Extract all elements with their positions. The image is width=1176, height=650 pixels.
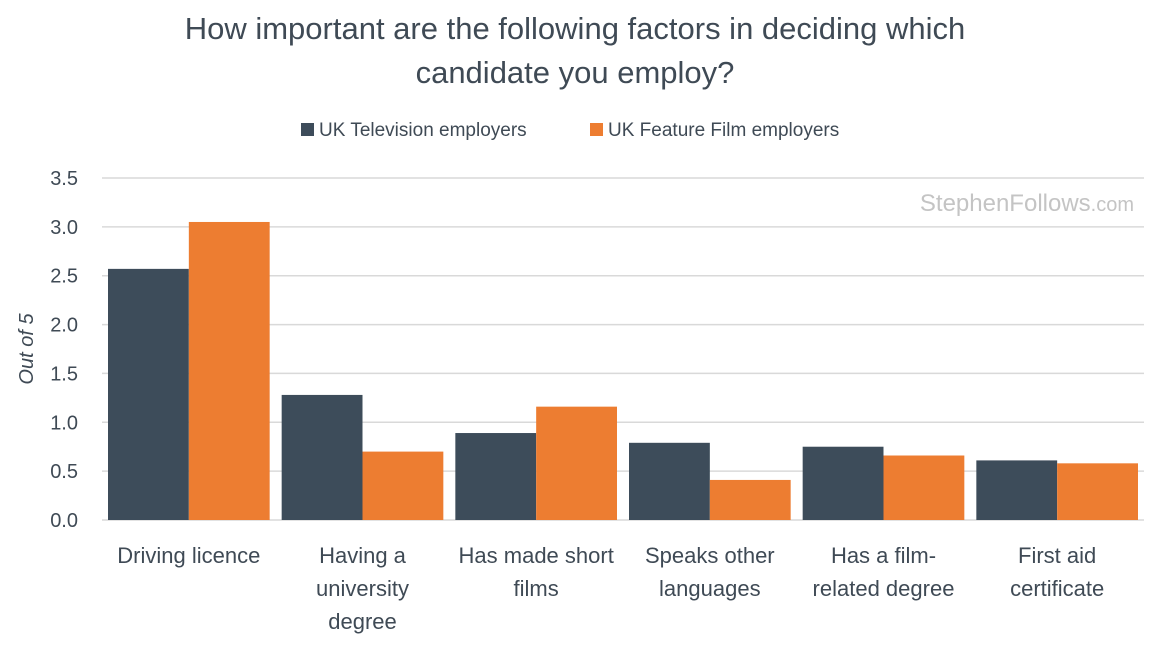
x-category-label-1-line-1: university <box>316 576 409 601</box>
bar-tv-5 <box>976 460 1058 520</box>
x-category-label-0-line-0: Driving licence <box>117 543 260 568</box>
y-tick-label-1: 0.5 <box>50 461 78 483</box>
y-tick-label-3: 1.5 <box>50 363 78 385</box>
x-category-label-1-line-0: Having a <box>319 543 407 568</box>
legend-swatch-tv <box>301 123 314 136</box>
x-category-label-5-line-0: First aid <box>1018 543 1096 568</box>
legend-label-film: UK Feature Film employers <box>608 120 839 141</box>
legend: UK Television employers UK Feature Film … <box>301 120 839 141</box>
chart-title: How important are the following factors … <box>185 11 966 90</box>
bar-tv-0 <box>108 268 189 520</box>
x-category-label-3: Speaks other languages <box>645 543 775 601</box>
bar-tv-3 <box>629 442 710 520</box>
y-axis-label: Out of 5 <box>16 313 38 385</box>
x-category-label-5-line-1: certificate <box>1010 576 1104 601</box>
y-tick-label-7: 3.5 <box>50 168 78 190</box>
x-category-label-2-line-1: films <box>514 576 559 601</box>
legend-swatch-film <box>590 123 603 136</box>
x-category-label-0: Driving licence <box>117 543 260 568</box>
chart-title-line-2: candidate you employ? <box>416 55 735 90</box>
y-axis-ticks: 0.0 0.5 1.0 1.5 2.0 2.5 3.0 3.5 <box>50 168 78 532</box>
svg-text:StephenFollows.com: StephenFollows.com <box>920 190 1134 217</box>
bar-film-4 <box>883 455 965 520</box>
bar-tv-4 <box>802 446 884 520</box>
x-category-label-5: First aid certificate <box>1010 543 1104 601</box>
y-tick-label-0: 0.0 <box>50 510 78 532</box>
x-axis-labels: Driving licence Having a university degreeH… <box>117 543 1104 634</box>
x-category-label-1-line-2: degree <box>328 609 397 634</box>
x-category-label-2: Has made short films <box>459 543 614 601</box>
bar-tv-1 <box>281 394 363 520</box>
bar-film-1 <box>362 451 444 520</box>
watermark: StephenFollows.com <box>920 190 1134 217</box>
legend-label-tv: UK Television employers <box>319 120 527 141</box>
bar-tv-2 <box>455 433 537 520</box>
y-tick-label-6: 3.0 <box>50 217 78 239</box>
x-category-label-4-line-1: related degree <box>813 576 955 601</box>
x-category-label-2-line-0: Has made short <box>459 543 614 568</box>
x-category-label-3-line-0: Speaks other <box>645 543 775 568</box>
bar-film-0 <box>188 221 270 520</box>
chart-title-line-1: How important are the following factors … <box>185 11 966 46</box>
bar-film-3 <box>709 479 791 520</box>
y-tick-label-5: 2.5 <box>50 266 78 288</box>
bar-film-2 <box>536 406 617 520</box>
x-category-label-4-line-0: Has a film- <box>831 543 936 568</box>
watermark-main: StephenFollows <box>920 190 1091 217</box>
bars <box>108 221 1138 520</box>
x-category-label-3-line-1: languages <box>659 576 761 601</box>
y-tick-label-2: 1.0 <box>50 412 78 434</box>
watermark-suffix: .com <box>1091 194 1134 216</box>
x-category-label-1: Having a university degree <box>316 543 409 634</box>
bar-film-5 <box>1057 463 1138 520</box>
x-category-label-4: Has a film-related degree <box>813 543 955 601</box>
gridlines <box>102 177 1144 521</box>
y-tick-label-4: 2.0 <box>50 315 78 337</box>
